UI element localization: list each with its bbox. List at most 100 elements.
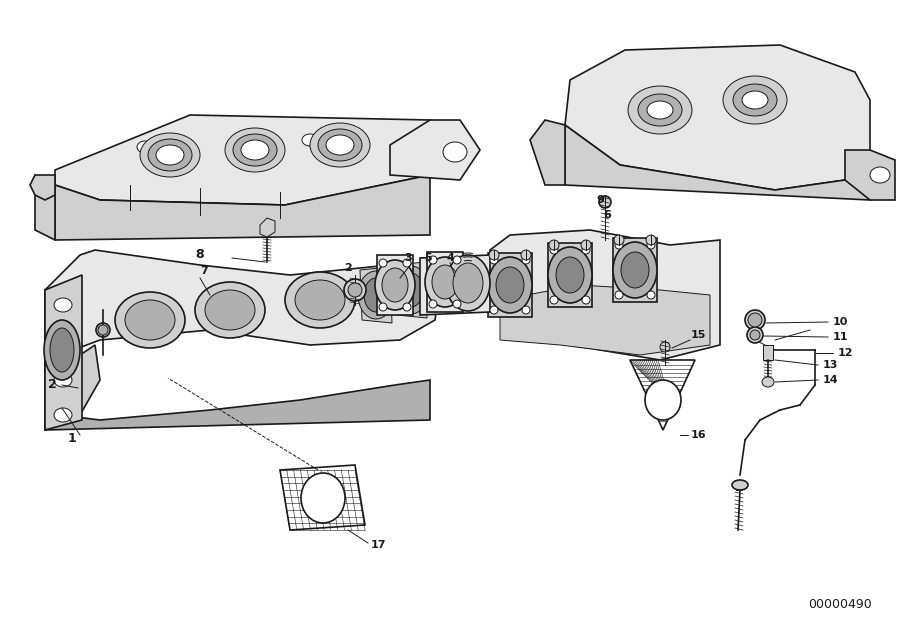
Ellipse shape	[44, 320, 80, 380]
Polygon shape	[45, 275, 82, 430]
Ellipse shape	[496, 267, 524, 303]
Ellipse shape	[54, 298, 72, 312]
Ellipse shape	[638, 94, 682, 126]
Ellipse shape	[549, 240, 559, 250]
Ellipse shape	[521, 250, 531, 260]
Polygon shape	[360, 267, 392, 323]
Ellipse shape	[490, 256, 498, 264]
Text: 9: 9	[596, 195, 604, 205]
Ellipse shape	[490, 306, 498, 314]
Text: 13: 13	[823, 360, 838, 370]
Ellipse shape	[599, 196, 611, 208]
Polygon shape	[500, 285, 710, 355]
Ellipse shape	[870, 167, 890, 183]
Ellipse shape	[488, 257, 532, 313]
Ellipse shape	[747, 327, 763, 343]
Ellipse shape	[453, 256, 461, 264]
Ellipse shape	[54, 373, 72, 387]
Text: 15: 15	[690, 330, 706, 340]
Ellipse shape	[432, 265, 458, 299]
Ellipse shape	[646, 235, 656, 245]
Ellipse shape	[285, 272, 355, 328]
Polygon shape	[45, 250, 440, 355]
Ellipse shape	[50, 328, 74, 372]
Ellipse shape	[233, 134, 277, 166]
Ellipse shape	[403, 259, 411, 267]
Ellipse shape	[446, 255, 490, 311]
Ellipse shape	[429, 256, 437, 264]
Polygon shape	[377, 255, 413, 315]
Ellipse shape	[379, 259, 387, 267]
Polygon shape	[45, 380, 430, 430]
Ellipse shape	[748, 313, 762, 327]
Ellipse shape	[581, 240, 591, 250]
Ellipse shape	[96, 323, 110, 337]
Text: 6: 6	[603, 210, 611, 220]
Ellipse shape	[733, 84, 777, 116]
Ellipse shape	[425, 257, 465, 307]
Ellipse shape	[548, 247, 592, 303]
Text: 2: 2	[48, 378, 57, 392]
Ellipse shape	[614, 235, 624, 245]
Text: 16: 16	[690, 430, 706, 440]
Text: 5: 5	[424, 253, 432, 263]
Ellipse shape	[399, 273, 423, 307]
Ellipse shape	[645, 380, 681, 420]
Ellipse shape	[453, 263, 483, 303]
Ellipse shape	[615, 291, 623, 299]
Polygon shape	[45, 330, 100, 420]
Ellipse shape	[358, 271, 394, 319]
Polygon shape	[565, 45, 870, 190]
Ellipse shape	[98, 325, 108, 335]
Polygon shape	[427, 252, 463, 312]
Polygon shape	[35, 175, 55, 240]
Text: 12: 12	[837, 348, 853, 358]
Ellipse shape	[375, 260, 415, 310]
Ellipse shape	[762, 377, 774, 387]
Polygon shape	[280, 465, 365, 530]
Ellipse shape	[301, 473, 345, 523]
Ellipse shape	[647, 241, 655, 249]
Ellipse shape	[54, 408, 72, 422]
Polygon shape	[55, 115, 430, 205]
Ellipse shape	[522, 306, 530, 314]
Ellipse shape	[742, 91, 768, 109]
Ellipse shape	[582, 246, 590, 254]
Text: 7: 7	[200, 266, 208, 276]
Ellipse shape	[364, 278, 388, 312]
Ellipse shape	[403, 303, 411, 311]
Ellipse shape	[225, 128, 285, 172]
Text: 11: 11	[832, 332, 848, 342]
Ellipse shape	[205, 290, 255, 330]
Ellipse shape	[195, 282, 265, 338]
Ellipse shape	[647, 291, 655, 299]
Text: 8: 8	[195, 248, 204, 262]
Ellipse shape	[613, 242, 657, 298]
Ellipse shape	[582, 296, 590, 304]
Ellipse shape	[326, 135, 354, 155]
Ellipse shape	[393, 266, 429, 314]
Ellipse shape	[732, 480, 748, 490]
Polygon shape	[30, 175, 55, 200]
Polygon shape	[845, 150, 895, 200]
Polygon shape	[548, 243, 592, 307]
Ellipse shape	[137, 141, 153, 153]
Text: 3: 3	[404, 253, 412, 263]
Polygon shape	[613, 238, 657, 302]
Ellipse shape	[156, 145, 184, 165]
Ellipse shape	[302, 134, 318, 146]
Ellipse shape	[125, 300, 175, 340]
Polygon shape	[260, 218, 275, 237]
Ellipse shape	[660, 342, 670, 352]
Ellipse shape	[489, 250, 499, 260]
Ellipse shape	[453, 300, 461, 308]
Ellipse shape	[647, 101, 673, 119]
Ellipse shape	[318, 129, 362, 161]
Text: 1: 1	[68, 432, 76, 444]
Ellipse shape	[443, 142, 467, 162]
Polygon shape	[565, 125, 870, 200]
Ellipse shape	[723, 76, 787, 124]
Ellipse shape	[550, 246, 558, 254]
Text: 14: 14	[823, 375, 838, 385]
Ellipse shape	[522, 256, 530, 264]
